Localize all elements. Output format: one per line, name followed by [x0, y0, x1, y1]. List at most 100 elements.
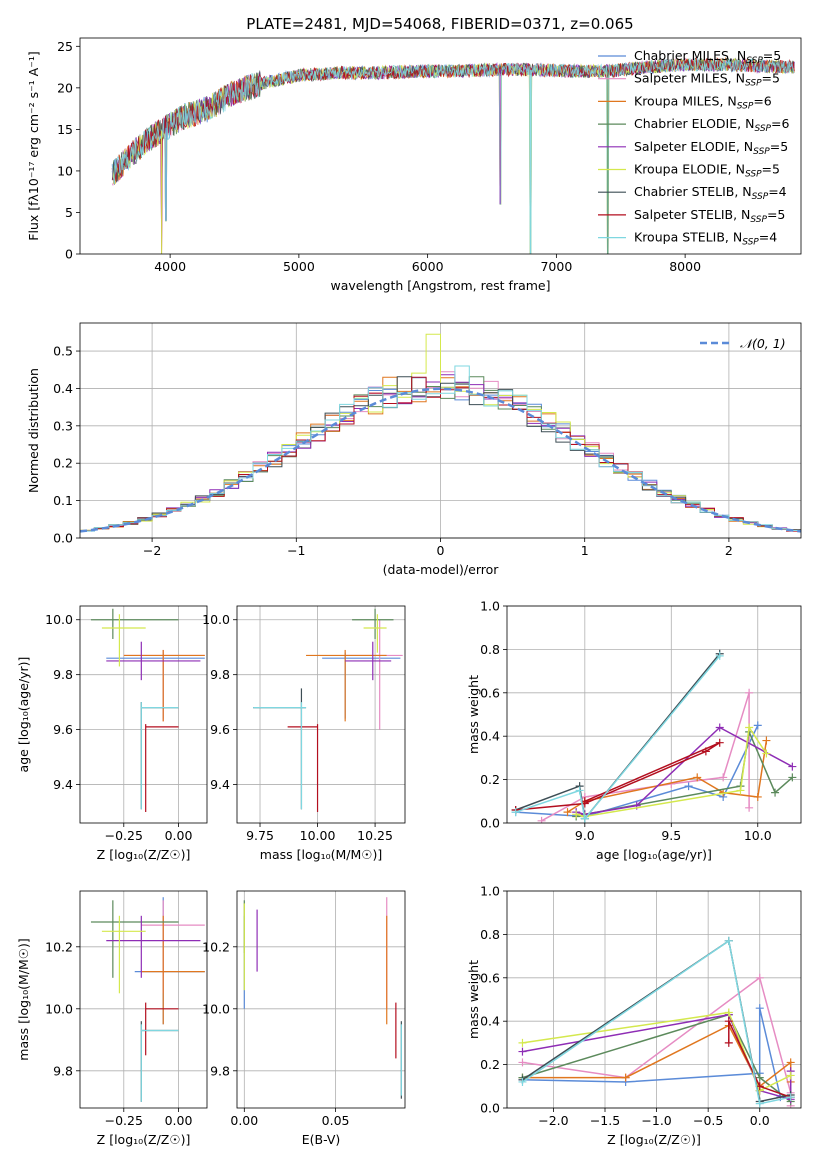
y-tick-label: 0.4 [480, 1014, 500, 1029]
y-tick-label: 0.6 [480, 685, 500, 700]
x-axis-label: Z [log₁₀(Z/Z☉)] [97, 1132, 191, 1147]
weight-marker [753, 721, 762, 730]
weight-marker [537, 816, 546, 823]
weight-marker [724, 1038, 733, 1047]
x-tick-label: 4000 [154, 259, 186, 274]
age_vs_mass-grid [237, 606, 405, 823]
weight-series [541, 692, 750, 822]
y-tick-label: 9.8 [210, 667, 230, 682]
x-tick-label: 10.0 [744, 828, 772, 843]
weight-marker [719, 773, 728, 782]
weight_vs_age-panel: 9.0 9.5 10.0 0.0 0.2 0.4 0.6 0.8 1.0 age [log₁₀(a… [466, 599, 802, 862]
spectrum-panel: 4000 5000 6000 7000 8000 0 5 10 15 20 25 wavelength… [26, 37, 802, 293]
x-axis-label: wavelength [Angstrom, rest frame] [330, 278, 550, 293]
weight-series [522, 1011, 792, 1092]
weight_vs_age-frame [506, 605, 802, 824]
x-axis-label: Z [log₁₀(Z/Z☉)] [97, 847, 191, 862]
spectrum-series [111, 57, 795, 254]
y-tick-label: 10.0 [45, 1001, 73, 1016]
spectrum-legend: Chabrier MILES, NSSP=5 Salpeter MILES, NS… [598, 48, 789, 248]
panels: 4000 5000 6000 7000 80000510152025wavelength… [16, 37, 802, 1147]
y-tick-label: 0.0 [53, 531, 73, 546]
weight-marker [786, 1058, 795, 1067]
x-axis-label: age [log₁₀(age/yr)] [596, 847, 712, 862]
x-tick-label: 9.0 [575, 828, 595, 843]
legend-entry: Salpeter MILES, NSSP=5 [634, 71, 780, 89]
x-axis-label: E(B-V) [302, 1132, 341, 1147]
weight-marker [755, 973, 764, 982]
legend-entry: Chabrier ELODIE, NSSP=6 [634, 116, 789, 134]
weight-series [728, 1020, 791, 1098]
weight-marker [715, 651, 724, 660]
weight-series [515, 655, 721, 821]
x-tick-label: 0 [437, 543, 445, 558]
y-tick-label: 0.3 [53, 418, 73, 433]
age_vs_mass-panel: 9.75 10.00 10.25 9.4 9.6 9.8 10.0 mass [log₁₀(M… [202, 605, 406, 862]
weight-marker [724, 936, 733, 945]
y-axis-label: Flux [fλ10⁻¹⁷ erg cm⁻² s⁻¹ A⁻¹] [26, 51, 41, 240]
x-tick-label: −0.5 [693, 1113, 723, 1128]
y-tick-label: 0.2 [53, 456, 73, 471]
weight-marker [701, 747, 710, 756]
weight_vs_Z-panel: −2.0 −1.5 −1.0 −0.5 0.0 0.0 0.2 0.4 0.6 0.8 1.0 Z [… [466, 884, 802, 1147]
spectrum-lines [111, 56, 795, 254]
spectrum-series [111, 57, 795, 254]
y-tick-label: 1.0 [480, 599, 500, 614]
mass_vs_ebv-points [243, 897, 402, 1099]
legend-entry: Chabrier MILES, NSSP=5 [634, 48, 781, 66]
spectrum-series [111, 57, 795, 254]
mass_vs_Z-panel: −0.25 0.00 9.8 10.0 10.2 Z [log₁₀(Z/Z☉)] mass … [16, 890, 208, 1147]
y-tick-label: 0.4 [53, 381, 73, 396]
y-tick-label: 9.8 [53, 1063, 73, 1078]
histograms [80, 333, 801, 533]
y-tick-label: 1.0 [480, 884, 500, 899]
y-tick-label: 0 [65, 247, 73, 262]
weight-marker [755, 1099, 764, 1108]
weight-marker [693, 773, 702, 782]
x-tick-label: 5000 [283, 259, 315, 274]
legend-entry: Kroupa STELIB, NSSP=4 [634, 230, 777, 248]
weight-marker [786, 1071, 795, 1080]
x-tick-label: 0.05 [322, 1113, 350, 1128]
y-tick-label: 9.8 [210, 1063, 230, 1078]
weight_vs_age-lines [511, 649, 797, 823]
weight-marker [736, 786, 745, 795]
y-axis-label: Normed distribution [26, 368, 41, 493]
weight-marker [745, 688, 754, 697]
y-tick-label: 0.1 [53, 493, 73, 508]
age_vs_Z-grid [80, 606, 207, 823]
x-tick-label: 1 [581, 543, 589, 558]
x-axis-label: mass [log₁₀(M/M☉)] [260, 847, 382, 862]
x-tick-label: 2 [725, 543, 733, 558]
x-tick-label: 10.25 [357, 828, 393, 843]
mass_vs_ebv-frame [236, 890, 406, 1109]
age_vs_Z-panel: −0.25 0.00 9.4 9.6 9.8 10.0 Z [log₁₀(Z/Z☉)] age… [16, 605, 208, 862]
weight-marker [724, 1017, 733, 1026]
age_vs_Z-points [90, 608, 205, 813]
legend-entry: Chabrier STELIB, NSSP=4 [634, 184, 787, 202]
weight-marker [755, 1073, 764, 1082]
weight-marker [745, 723, 754, 732]
weight-marker [518, 1058, 527, 1067]
y-tick-label: 10.0 [45, 612, 73, 627]
x-tick-label: −0.25 [105, 828, 143, 843]
x-tick-label: −2 [143, 543, 161, 558]
weight_vs_Z-frame [506, 890, 802, 1109]
x-tick-label: −2.0 [538, 1113, 568, 1128]
weight-series [515, 742, 721, 811]
y-tick-label: 0.5 [53, 344, 73, 359]
y-axis-label: mass weight [466, 675, 481, 754]
weight-marker [755, 1004, 764, 1013]
y-tick-label: 0.8 [480, 642, 500, 657]
weight-series [522, 939, 791, 1105]
x-axis-label: Z [log₁₀(Z/Z☉)] [607, 1132, 701, 1147]
weight-series [522, 1013, 792, 1103]
y-tick-label: 0.8 [480, 927, 500, 942]
spectrum-series [111, 56, 795, 254]
x-tick-label: −1 [287, 543, 305, 558]
weight-marker [771, 788, 780, 797]
weight_vs_Z-grid [507, 890, 801, 1109]
x-tick-label: 7000 [540, 259, 572, 274]
x-tick-label: 6000 [412, 259, 444, 274]
spectrum-series [111, 58, 795, 254]
